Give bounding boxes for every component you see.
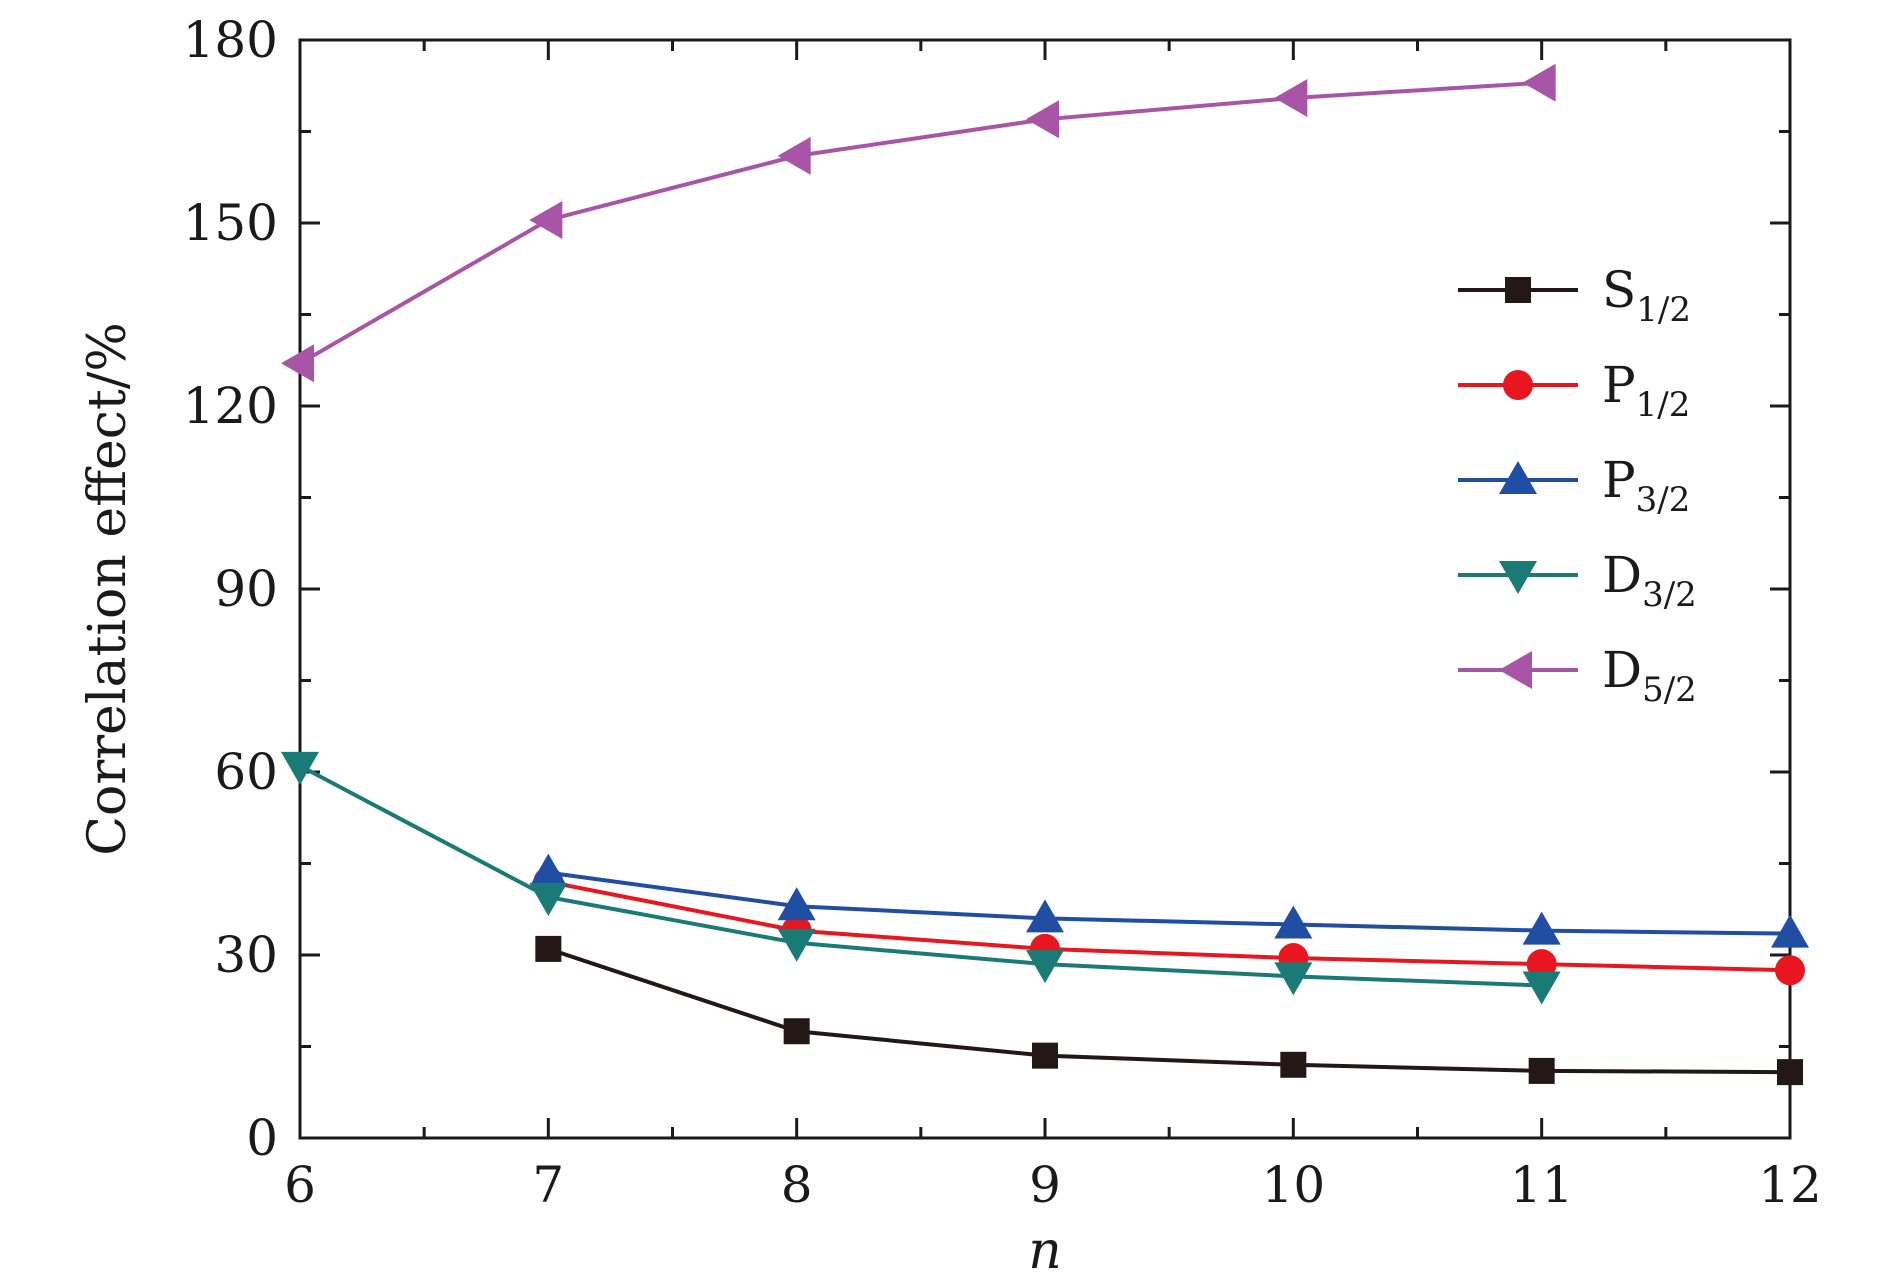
- series-4: [281, 63, 1556, 383]
- legend-label-subscript: 1/2: [1636, 385, 1691, 425]
- legend-label: P3/2: [1602, 451, 1690, 520]
- data-point: [529, 853, 568, 887]
- data-point: [783, 1018, 810, 1045]
- y-tick-label: 90: [214, 560, 278, 618]
- legend-label: D3/2: [1602, 546, 1697, 615]
- legend-marker: [1499, 561, 1537, 594]
- data-point: [1274, 78, 1308, 117]
- data-point: [1026, 950, 1064, 984]
- x-tick-label: 9: [1029, 1156, 1061, 1214]
- series-layer: [281, 63, 1809, 1086]
- legend-label-subscript: 5/2: [1642, 670, 1697, 710]
- data-point: [535, 935, 562, 962]
- legend-item-1: P1/2: [1458, 356, 1690, 425]
- y-tick-label: 120: [183, 377, 278, 435]
- y-tick-label: 150: [183, 194, 278, 252]
- series-1: [533, 866, 1805, 986]
- legend-label: D5/2: [1602, 641, 1697, 710]
- legend-label-subscript: 1/2: [1636, 290, 1691, 330]
- data-point: [1771, 914, 1809, 948]
- series-line: [548, 870, 1791, 936]
- y-tick-label: 30: [214, 926, 278, 984]
- x-tick-label: 7: [532, 1156, 564, 1214]
- series-line: [299, 80, 1542, 366]
- data-point: [1522, 63, 1556, 102]
- legend-marker: [1499, 651, 1532, 689]
- x-tick-label: 6: [284, 1156, 316, 1214]
- data-point: [777, 928, 816, 962]
- data-point: [281, 751, 319, 785]
- series-0: [535, 935, 1803, 1086]
- legend-marker: [1503, 370, 1533, 400]
- x-tick-label: 10: [1262, 1156, 1326, 1214]
- x-axis-label: n: [1028, 1221, 1062, 1276]
- data-point: [1777, 1059, 1803, 1086]
- legend: S1/2 P1/2 P3/2 D3/2 D5/2: [1458, 261, 1697, 710]
- y-tick-label: 60: [214, 743, 278, 801]
- legend-item-2: P3/2: [1458, 451, 1690, 520]
- legend-item-4: D5/2: [1458, 641, 1697, 710]
- y-axis-label: Correlation effect/%: [78, 322, 138, 856]
- series-2: [529, 853, 1809, 948]
- legend-label: S1/2: [1602, 261, 1691, 330]
- legend-label-subscript: 3/2: [1636, 480, 1691, 520]
- data-point: [529, 200, 563, 239]
- legend-item-0: S1/2: [1458, 261, 1691, 330]
- data-point: [1032, 1042, 1058, 1069]
- x-tick-label: 11: [1510, 1156, 1574, 1214]
- data-point: [1274, 905, 1313, 939]
- y-tick-label: 0: [246, 1109, 278, 1167]
- data-point: [1026, 899, 1064, 933]
- data-point: [777, 136, 811, 175]
- data-point: [1775, 955, 1805, 986]
- series-line: [547, 879, 1791, 973]
- x-tick-label: 12: [1758, 1156, 1822, 1214]
- data-point: [1280, 1051, 1307, 1078]
- data-point: [1026, 100, 1059, 139]
- legend-marker: [1499, 461, 1537, 494]
- data-point: [529, 883, 568, 917]
- legend-marker: [1505, 277, 1531, 303]
- data-point: [1522, 911, 1561, 945]
- data-point: [1274, 962, 1313, 996]
- x-tick-label: 8: [781, 1156, 813, 1214]
- series-line: [299, 764, 1542, 988]
- legend-item-3: D3/2: [1458, 546, 1697, 615]
- series-3: [281, 751, 1561, 1005]
- legend-label: P1/2: [1602, 356, 1690, 425]
- data-point: [1522, 971, 1561, 1005]
- data-point: [1528, 1057, 1555, 1084]
- y-tick-label: 180: [183, 11, 278, 69]
- data-point: [777, 887, 816, 921]
- series-line: [547, 947, 1791, 1075]
- legend-label-subscript: 3/2: [1642, 575, 1697, 615]
- data-point: [281, 344, 314, 383]
